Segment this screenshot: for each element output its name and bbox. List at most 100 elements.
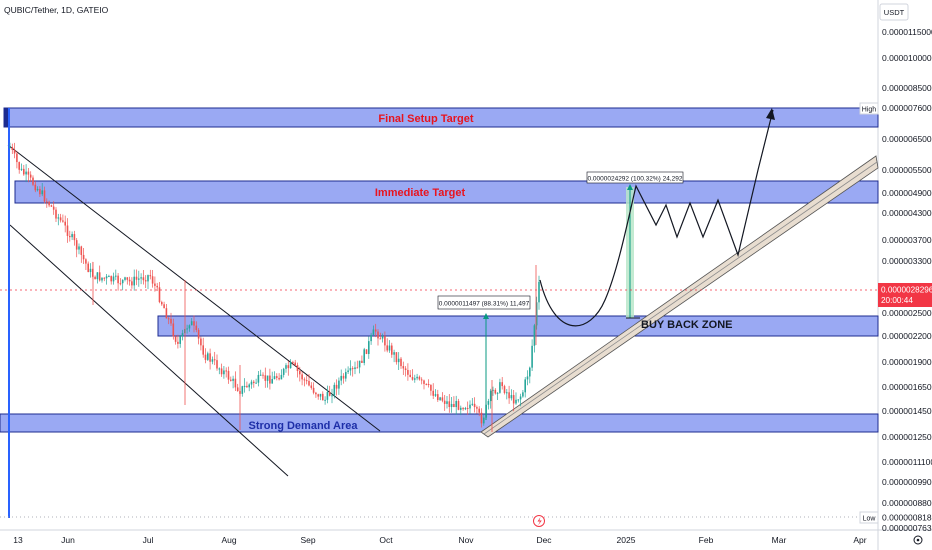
candle-body: [234, 378, 237, 388]
candle-body: [82, 254, 85, 260]
candle-body: [324, 399, 326, 401]
candle-body: [391, 345, 393, 355]
candle-body: [121, 279, 124, 284]
candle-body: [289, 361, 292, 369]
candle-body: [305, 380, 308, 382]
support-band-fill: [480, 155, 879, 438]
candle-body: [9, 147, 11, 149]
candle-body: [105, 276, 108, 279]
candle-body: [331, 395, 333, 397]
low-price-box: [879, 512, 932, 523]
candle-body: [522, 392, 524, 397]
candle-body: [287, 365, 290, 369]
buy-back-zone: [157, 315, 879, 337]
candle-body: [80, 246, 83, 255]
measure-tool-1: [483, 313, 489, 420]
candle-body: [409, 374, 411, 378]
channel-upper-line: [7, 144, 381, 432]
low-tag: [859, 511, 879, 524]
settings-gear-icon[interactable]: [913, 535, 923, 545]
candle-body: [59, 217, 62, 221]
time-axis-labels: 13 Jun Jul Aug Sep Oct Nov Dec 2025 Feb Mar Apr: [13, 535, 867, 545]
chart-title: QUBIC/Tether, 1D, GATEIO: [4, 5, 109, 15]
candle-body: [197, 329, 200, 339]
candle-body: [319, 393, 322, 397]
candle-body: [66, 225, 69, 236]
candle-body: [377, 331, 379, 339]
measure-tool-2: [626, 184, 640, 319]
countdown-value: 20:00:44: [881, 296, 913, 305]
candle-body: [115, 275, 117, 277]
candle-body: [411, 377, 414, 380]
candle-body: [462, 407, 464, 410]
low-price-value: 0.0000008180: [882, 513, 932, 523]
candle-body: [73, 234, 76, 241]
candle-body: [473, 403, 476, 408]
candle-body: [110, 276, 112, 282]
candle-body: [62, 220, 64, 222]
candle-body: [48, 201, 50, 206]
time-tick-label: 13: [13, 535, 23, 545]
candle-body: [526, 376, 529, 380]
candle-body: [310, 385, 313, 388]
candle-body: [342, 375, 345, 379]
candle-body: [211, 359, 214, 362]
measure-1-label: 0.0000011497 (88.31%) 11,497: [439, 301, 530, 308]
candle-body: [393, 352, 395, 355]
price-tick-label: 0.0000100000: [882, 53, 932, 63]
candle-body: [434, 394, 437, 396]
time-tick-label: Dec: [536, 535, 552, 545]
candle-body: [250, 381, 253, 385]
candle-body: [423, 380, 425, 384]
candle-body: [285, 365, 287, 369]
candle-body: [163, 304, 165, 309]
candle-body: [308, 380, 310, 386]
immediate-target-label: Immediate Target: [375, 187, 466, 199]
low-tag-label: Low: [863, 516, 877, 523]
candle-body: [195, 325, 198, 330]
price-tick-label: 0.0000008800: [882, 498, 932, 508]
time-tick-label: Apr: [853, 535, 866, 545]
candle-body: [370, 334, 372, 342]
candle-body: [476, 407, 478, 409]
candle-body: [50, 205, 53, 207]
candle-body: [246, 385, 248, 388]
candle-body: [133, 276, 135, 286]
price-tick-label: 0.0000049000: [882, 188, 932, 198]
buy-back-label: BUY BACK ZONE: [641, 319, 732, 331]
candle-body: [487, 401, 490, 405]
candle-body: [165, 308, 168, 319]
time-tick-label: Feb: [699, 535, 714, 545]
candle-body: [400, 358, 402, 367]
ascending-support-band: [480, 155, 879, 438]
candle-body: [94, 276, 96, 280]
candle-body: [517, 399, 520, 401]
candle-body: [188, 325, 191, 329]
final-target-zone-edge: [4, 108, 8, 127]
candle-body: [282, 368, 285, 375]
candle-body: [225, 370, 227, 372]
candle-body: [363, 349, 365, 363]
candles-layer: [9, 142, 540, 432]
price-tick-label: 0.0000033000: [882, 256, 932, 266]
candle-body: [515, 399, 517, 404]
events-lightning-icon[interactable]: [533, 515, 545, 527]
price-tick-label: 0.0000009900: [882, 477, 932, 487]
candle-body: [469, 404, 471, 409]
demand-label: Strong Demand Area: [248, 420, 358, 432]
price-tick-label: 0.0000065000: [882, 134, 932, 144]
current-price-tag: [878, 283, 932, 307]
candle-body: [220, 368, 223, 375]
candle-body: [39, 188, 41, 195]
candle-body: [216, 360, 218, 369]
currency-badge[interactable]: [879, 3, 909, 21]
candle-body: [55, 209, 57, 219]
candle-body: [161, 302, 163, 305]
candle-body: [388, 345, 391, 351]
candle-body: [432, 390, 434, 396]
candle-body: [128, 279, 131, 282]
time-tick-label: 2025: [617, 535, 636, 545]
price-axis-ticks: 0.0000115000 0.0000100000 0.0000085000 0.00…: [882, 27, 932, 533]
candle-body: [124, 277, 126, 280]
